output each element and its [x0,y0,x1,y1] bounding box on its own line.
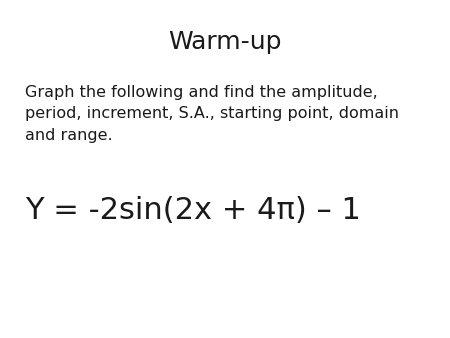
Text: Graph the following and find the amplitude,
period, increment, S.A., starting po: Graph the following and find the amplitu… [25,84,399,143]
Text: Warm-up: Warm-up [168,30,282,54]
Text: Y = -2sin(2x + 4π) – 1: Y = -2sin(2x + 4π) – 1 [25,196,360,225]
